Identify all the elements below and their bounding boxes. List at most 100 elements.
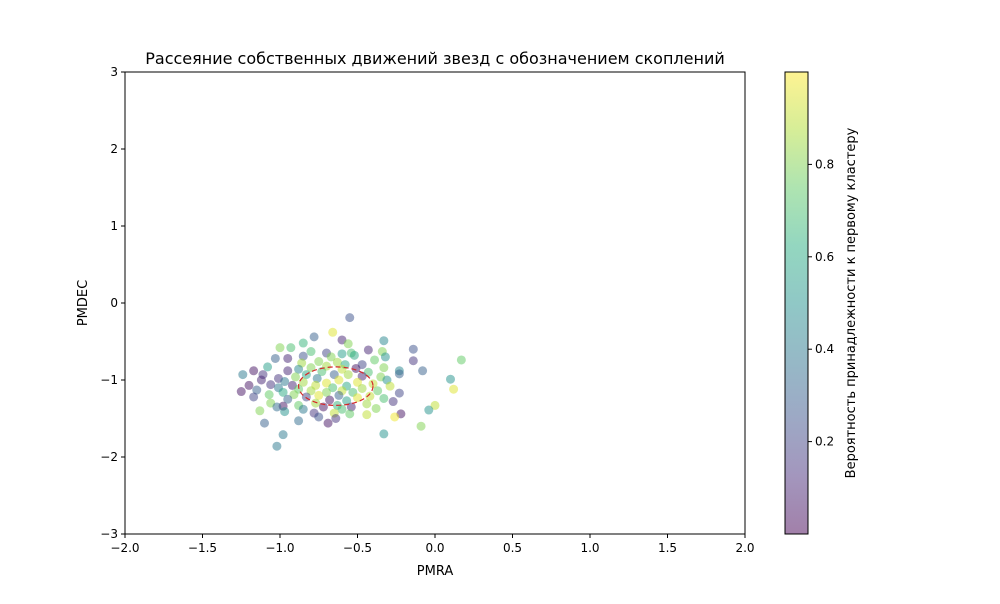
scatter-point (345, 409, 355, 419)
scatter-point (280, 407, 290, 417)
scatter-points (236, 313, 466, 451)
scatter-point (314, 412, 324, 422)
scatter-point (311, 398, 321, 408)
plot-frame (124, 71, 746, 535)
scatter-point (283, 394, 293, 404)
colorbar (785, 72, 808, 534)
scatter-point (286, 343, 296, 353)
scatter-point (252, 385, 262, 395)
scatter-point (430, 400, 440, 410)
scatter-point (306, 363, 316, 373)
scatter-point (353, 377, 362, 387)
y-axis-ticks: −3 −2 −1 0 1 2 3 (100, 65, 125, 541)
scatter-point (342, 396, 352, 406)
scatter-point (236, 387, 246, 397)
scatter-point (365, 391, 375, 401)
scatter-point (334, 390, 344, 400)
scatter-point (345, 313, 355, 323)
scatter-point (424, 405, 434, 415)
scatter-point (408, 344, 418, 354)
y-tick-label: −2 (100, 450, 118, 464)
scatter-point (314, 390, 324, 400)
scatter-point (370, 355, 380, 365)
scatter-point (379, 336, 389, 346)
scatter-point (275, 343, 285, 353)
scatter-point (379, 393, 389, 403)
colorbar-tick-label: 0.2 (815, 435, 834, 449)
colorbar-tick-label: 0.6 (815, 250, 834, 264)
y-tick-label: −3 (100, 527, 118, 541)
scatter-point (289, 390, 299, 400)
scatter-point (353, 393, 362, 403)
scatter-point (456, 355, 466, 365)
colorbar-label: Вероятность принадлежности к первому кла… (844, 127, 859, 478)
scatter-point (371, 403, 381, 413)
y-tick-label: 0 (110, 296, 118, 310)
colorbar-ticks: 0.2 0.4 0.6 0.8 (808, 157, 834, 449)
scatter-point (334, 375, 344, 385)
x-axis-label: PMRA (417, 564, 454, 579)
y-tick-label: 2 (110, 142, 118, 156)
scatter-point (394, 388, 404, 398)
scatter-point (263, 362, 273, 372)
scatter-point (314, 357, 324, 367)
colorbar-tick-label: 0.4 (815, 342, 834, 356)
scatter-point (238, 370, 248, 380)
y-tick-label: 3 (110, 65, 118, 79)
y-tick-label: −1 (100, 373, 118, 387)
x-tick-label: 2.0 (735, 541, 754, 555)
scatter-point (380, 352, 390, 362)
scatter-point (266, 380, 276, 390)
scatter-point (298, 404, 308, 414)
scatter-point (249, 366, 259, 376)
scatter-point (294, 416, 304, 426)
scatter-point (357, 383, 367, 393)
scatter-point (272, 402, 282, 412)
scatter-point (328, 383, 338, 393)
scatter-point (363, 345, 373, 355)
scatter-point (291, 372, 300, 382)
scatter-point (270, 353, 280, 363)
scatter-point (379, 429, 389, 439)
scatter-point (388, 397, 398, 407)
scatter-point (322, 387, 331, 397)
scatter-point (357, 371, 367, 381)
scatter-point (306, 347, 316, 357)
scatter-point (343, 339, 353, 349)
y-axis-label: PMDEC (76, 280, 91, 326)
scatter-point (244, 380, 254, 390)
colorbar-frame (784, 71, 809, 535)
scatter-point (390, 412, 400, 422)
scatter-point (255, 406, 265, 416)
colorbar-tick-label: 0.8 (815, 157, 834, 171)
x-tick-label: −0.5 (343, 541, 372, 555)
scatter-point (325, 395, 335, 405)
scatter-point (294, 364, 304, 374)
scatter-point (449, 384, 459, 394)
x-tick-label: 0.5 (503, 541, 522, 555)
scatter-point (278, 430, 288, 440)
x-tick-label: 1.0 (580, 541, 599, 555)
scatter-point (298, 351, 308, 361)
scatter-point (260, 418, 269, 428)
scatter-point (343, 370, 353, 380)
scatter-point (337, 349, 347, 359)
scatter-point (312, 373, 322, 383)
scatter-point (332, 357, 342, 367)
scatter-point (318, 402, 328, 412)
scatter-point (264, 390, 274, 400)
scatter-point (408, 356, 418, 366)
x-tick-label: 0.0 (425, 541, 444, 555)
scatter-point (362, 410, 372, 420)
scatter-point (394, 369, 404, 379)
chart-title: Рассеяние собственных движений звезд с о… (145, 49, 724, 68)
x-tick-label: −1.5 (188, 541, 217, 555)
scatter-point (283, 353, 293, 363)
scatter-point (280, 377, 290, 387)
x-axis-ticks: −2.0 −1.5 −1.0 −0.5 0.0 0.5 1.0 1.5 2.0 (110, 534, 755, 555)
scatter-point (309, 332, 319, 342)
scatter-point (278, 387, 288, 397)
scatter-point (323, 418, 333, 428)
cluster-ellipse (297, 366, 374, 407)
